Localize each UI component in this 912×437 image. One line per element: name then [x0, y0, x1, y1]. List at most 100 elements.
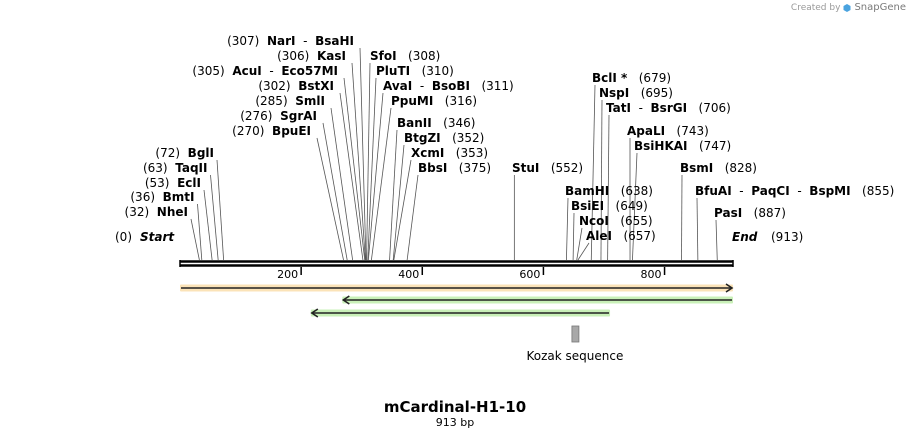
site-line [389, 129, 398, 261]
features: Kozak sequence [180, 283, 734, 363]
backbone: 200 400 600 800 (0) Start End (913) [115, 230, 803, 281]
site-label-bbsi[interactable]: BbsI (375) [418, 161, 491, 175]
site-name: BbsI [418, 161, 447, 175]
site-name: BsiHKAI [634, 139, 688, 153]
site-label-pasi[interactable]: PasI (887) [714, 206, 786, 220]
feature-fragment-reverse[interactable] [310, 308, 611, 318]
site-position: (706) [699, 101, 731, 115]
site-label-avai[interactable]: AvaI - BsoBI (311) [383, 79, 514, 93]
site-position [470, 79, 481, 93]
site-position: (310) [422, 64, 454, 78]
site-name: PpuMI [391, 94, 433, 108]
site-label-acui[interactable]: (305) AcuI - Eco57MI [192, 64, 338, 78]
site-position: - [631, 101, 651, 115]
site-label-bstxi[interactable]: (302) BstXI [258, 79, 334, 93]
svg-text:PluTI (310): PluTI (310) [376, 64, 454, 78]
site-position: (655) [620, 214, 652, 228]
site-line [367, 92, 384, 261]
site-position [604, 199, 615, 213]
site-label-nari[interactable]: (307) NarI - BsaHI [227, 34, 354, 48]
site-position [432, 116, 443, 130]
svg-text:(32) NheI: (32) NheI [125, 205, 188, 219]
site-label-apali[interactable]: ApaLI (743) [627, 124, 709, 138]
site-position: - [412, 79, 432, 93]
titles: mCardinal-H1-10 913 bp [384, 398, 526, 429]
site-line [197, 203, 203, 261]
site-name: BtgZI [404, 131, 441, 145]
feature-arrow-head [341, 295, 350, 305]
site-name: BsiEI [571, 199, 604, 213]
feature-arrow-head [725, 283, 734, 293]
site-line [406, 174, 419, 261]
site-position [433, 94, 444, 108]
svg-text:BsmI (828): BsmI (828) [680, 161, 757, 175]
site-label-banii[interactable]: BanII (346) [397, 116, 475, 130]
site-label-bfuai[interactable]: BfuAI - PaqCI - BspMI (855) [695, 184, 894, 198]
svg-text:NcoI (655): NcoI (655) [579, 214, 653, 228]
site-line [590, 84, 596, 261]
kozak-feature[interactable]: Kozak sequence [526, 325, 623, 363]
site-label-bsiei[interactable]: BsiEI (649) [571, 199, 648, 213]
snapgene-logo-icon [843, 3, 851, 12]
site-position: (285) [255, 94, 295, 108]
feature-fragment-forward[interactable] [341, 295, 733, 305]
site-position [612, 229, 623, 243]
site-label-nhei[interactable]: (32) NheI [125, 205, 188, 219]
site-name: TatI [606, 101, 631, 115]
site-label-bamhi[interactable]: BamHI (638) [565, 184, 653, 198]
site-label-bpuei[interactable]: (270) BpuEI [232, 124, 311, 138]
site-label-bmti[interactable]: (36) BmtI [130, 190, 194, 204]
site-label-ppumi[interactable]: PpuMI (316) [391, 94, 477, 108]
ruler-tick-label: 600 [519, 268, 540, 281]
svg-text:BanII (346): BanII (346) [397, 116, 475, 130]
site-name: BamHI [565, 184, 609, 198]
site-name: NcoI [579, 214, 609, 228]
start-label: Start [140, 230, 175, 244]
site-label-bsihkai[interactable]: BsiHKAI (747) [634, 139, 731, 153]
credit-prefix: Created by [790, 2, 841, 13]
site-name: BclI * [592, 71, 628, 85]
kozak-label: Kozak sequence [526, 349, 623, 363]
svg-text:(307) NarI - BsaHI: (307) NarI - BsaHI [227, 34, 354, 48]
site-name: BsaHI [315, 34, 354, 48]
site-label-tati[interactable]: TatI - BsrGI (706) [606, 101, 731, 115]
site-position: (308) [408, 49, 440, 63]
site-label-ecli[interactable]: (53) EclI [145, 176, 201, 190]
site-line [339, 92, 364, 261]
site-line [330, 107, 354, 261]
ruler-tick-label: 200 [277, 268, 298, 281]
site-position: - [262, 64, 282, 78]
site-position: (32) [125, 205, 157, 219]
svg-text:SfoI (308): SfoI (308) [370, 49, 440, 63]
site-label-kasi[interactable]: (306) KasI [277, 49, 346, 63]
svg-text:BsiEI (649): BsiEI (649) [571, 199, 648, 213]
site-label-bsmi[interactable]: BsmI (828) [680, 161, 757, 175]
site-label-sgrai[interactable]: (276) SgrAI [240, 109, 317, 123]
site-label-alei[interactable]: AleI (657) [586, 229, 656, 243]
site-position [687, 101, 698, 115]
site-position: (679) [639, 71, 671, 85]
site-name: ApaLI [627, 124, 665, 138]
site-position: (270) [232, 124, 272, 138]
site-label-stui[interactable]: StuI (552) [512, 161, 583, 175]
site-label-smli[interactable]: (285) SmlI [255, 94, 325, 108]
site-position: (276) [240, 109, 280, 123]
site-label-bcli[interactable]: BclI * (679) [592, 71, 671, 85]
site-label-taqii[interactable]: (63) TaqII [143, 161, 208, 175]
site-label-ncoi[interactable]: NcoI (655) [579, 214, 653, 228]
svg-text:BclI * (679): BclI * (679) [592, 71, 671, 85]
site-label-pluti[interactable]: PluTI (310) [376, 64, 454, 78]
site-label-nspi[interactable]: NspI (695) [599, 86, 673, 100]
svg-text:(302) BstXI: (302) BstXI [258, 79, 334, 93]
site-label-sfoi[interactable]: SfoI (308) [370, 49, 440, 63]
site-label-xcmi[interactable]: XcmI (353) [411, 146, 488, 160]
site-name: AvaI [383, 79, 412, 93]
site-label-btgzi[interactable]: BtgZI (352) [404, 131, 484, 145]
svg-text:(276) SgrAI: (276) SgrAI [240, 109, 317, 123]
svg-text:(270) BpuEI: (270) BpuEI [232, 124, 311, 138]
site-name: PluTI [376, 64, 410, 78]
feature-mCardinal[interactable] [180, 283, 734, 293]
site-label-bgli[interactable]: (72) BglI [155, 146, 214, 160]
site-name: SmlI [295, 94, 325, 108]
site-position [742, 206, 753, 220]
